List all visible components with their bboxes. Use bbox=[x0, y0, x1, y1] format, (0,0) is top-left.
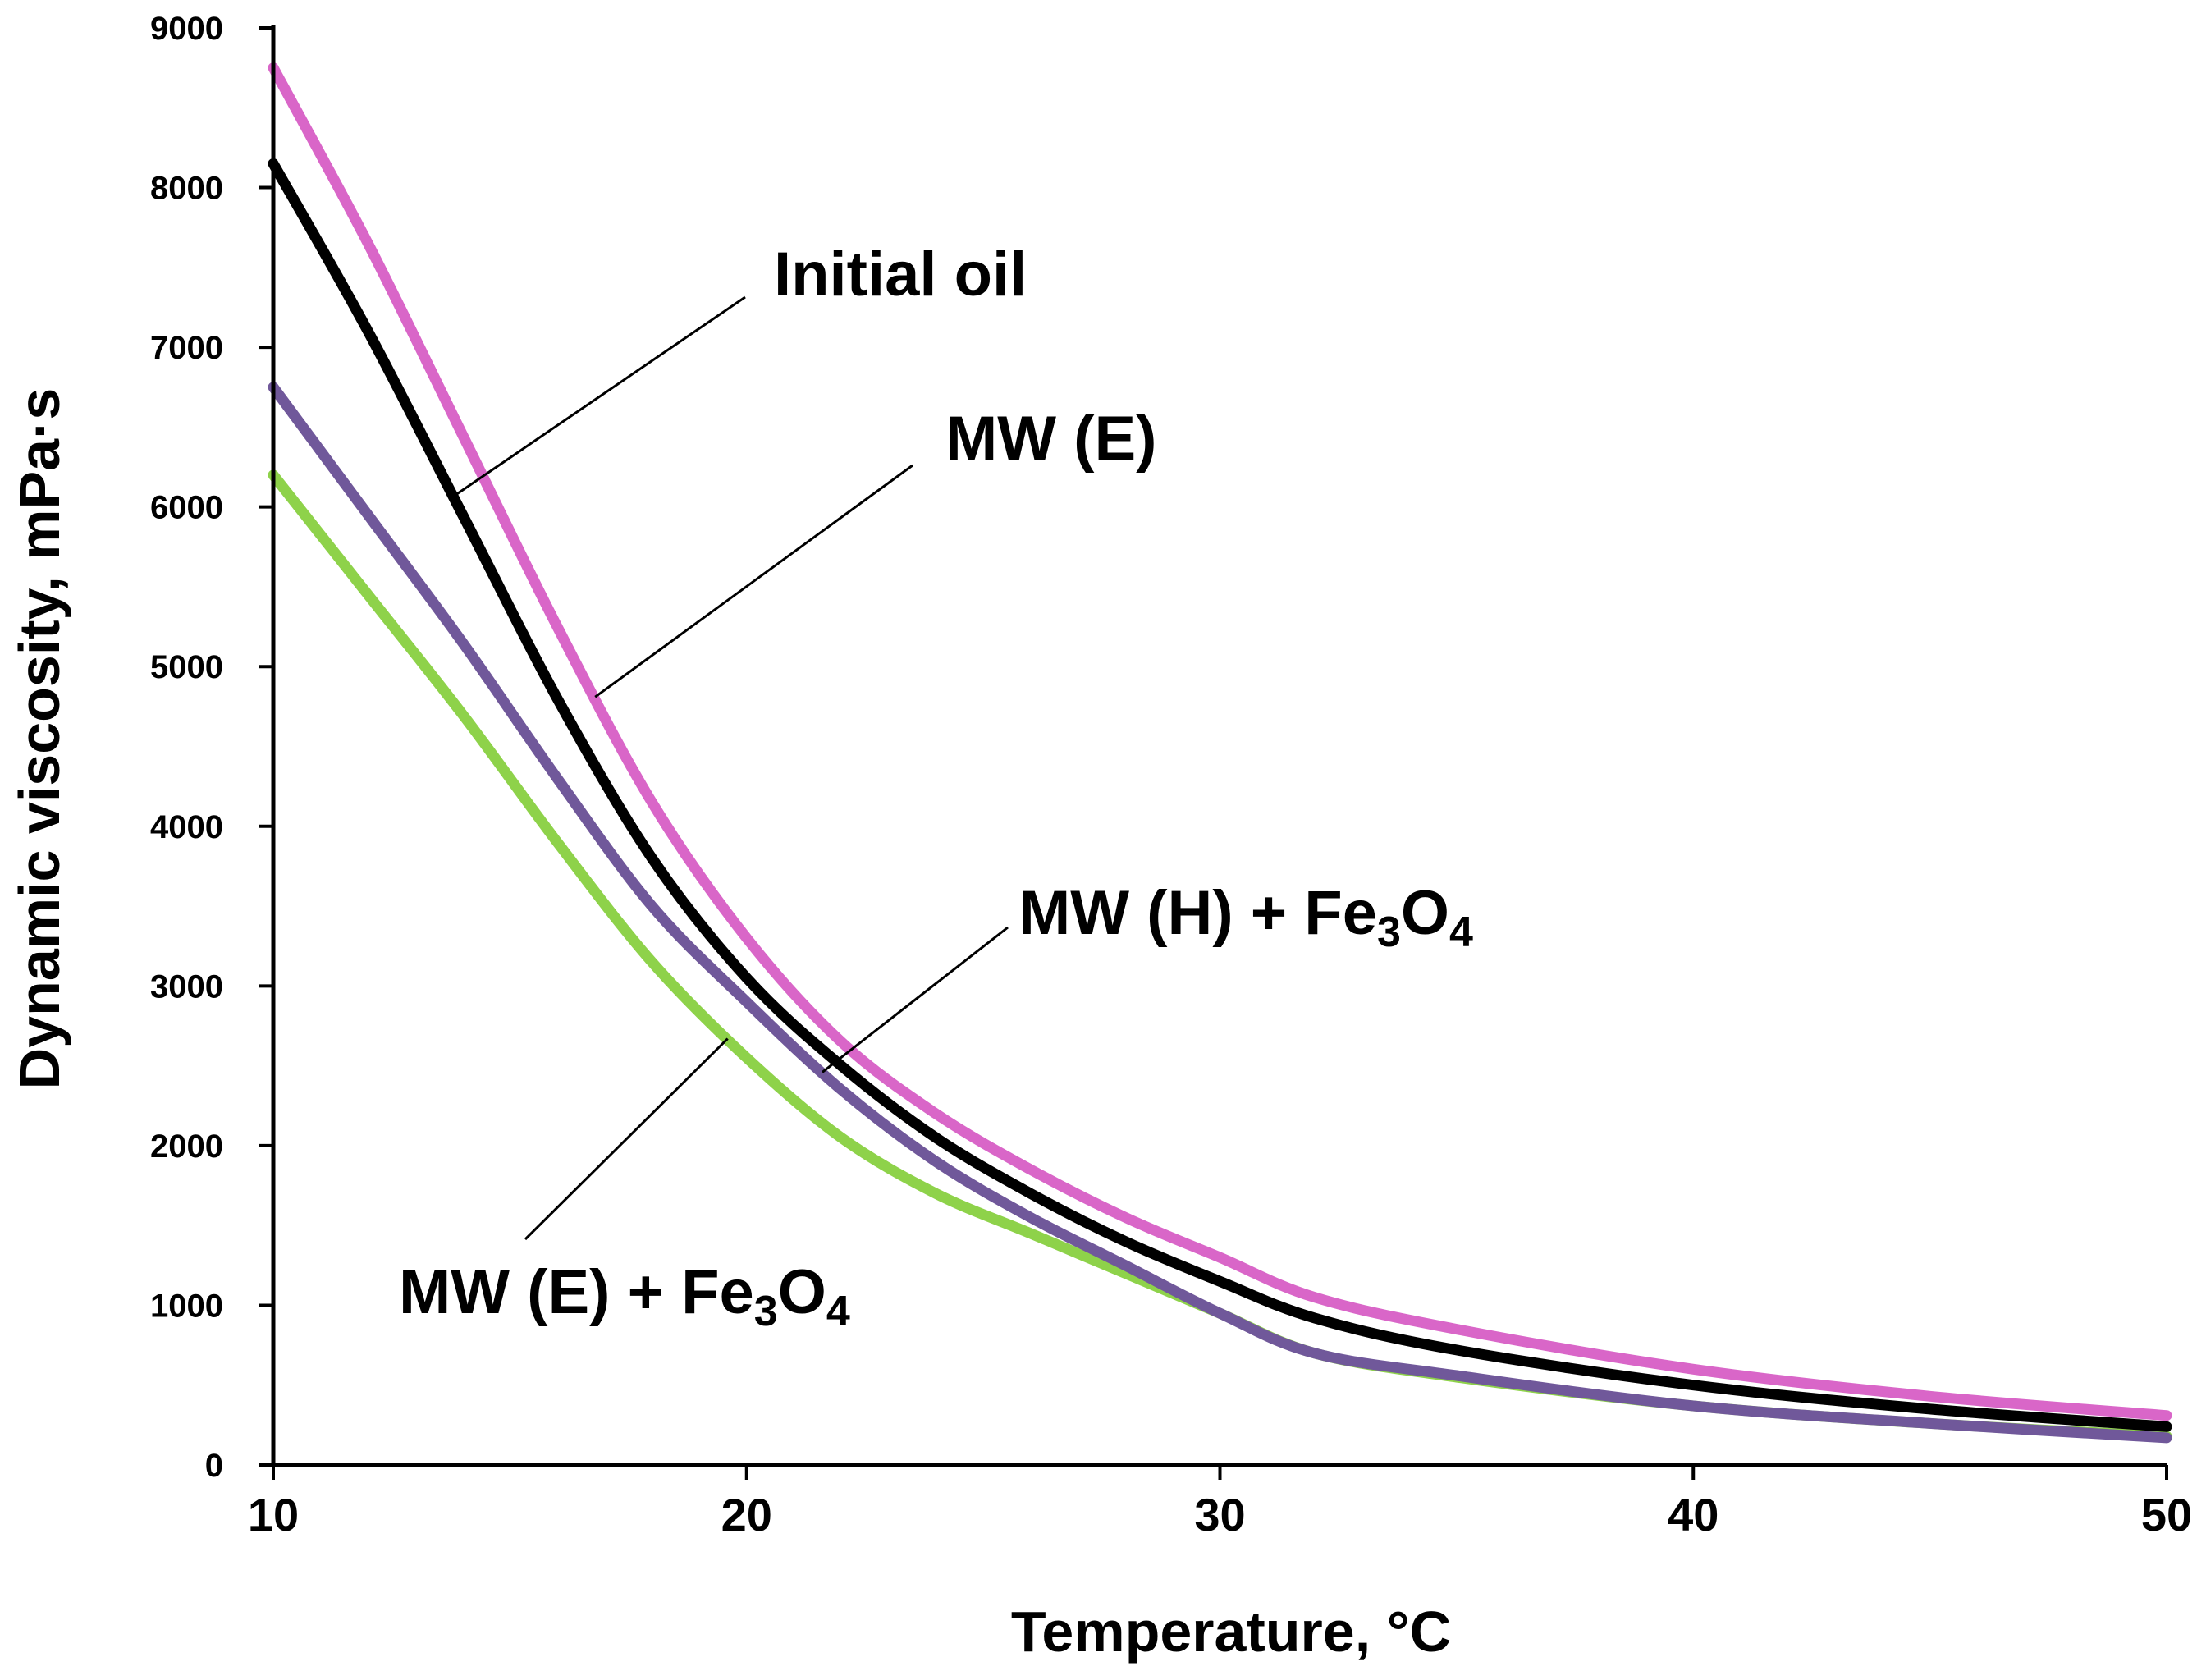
series-line-mw-h-fe3o4 bbox=[268, 382, 2172, 1444]
annotation-label-mw-h-fe3o4: MW (H) + Fe3O4 bbox=[1018, 878, 1473, 956]
y-tick-label: 1000 bbox=[150, 1288, 223, 1324]
annotation-layer: Initial oil MW (E) MW (H) + Fe3O4 MW (E) + … bbox=[399, 240, 1473, 1335]
x-tick-label: 30 bbox=[1194, 1489, 1245, 1540]
annotation-leader-initial-oil bbox=[452, 295, 746, 498]
y-tick-label: 0 bbox=[205, 1448, 223, 1484]
annotation-label-mw-e: MW (E) bbox=[945, 404, 1156, 474]
y-tick-label: 4000 bbox=[150, 809, 223, 845]
annotation-label-mw-e-fe3o4: MW (E) + Fe3O4 bbox=[399, 1257, 850, 1335]
annotation-leader-mw-e bbox=[594, 464, 913, 698]
x-tick-label: 10 bbox=[248, 1489, 299, 1540]
y-tick-label: 5000 bbox=[150, 649, 223, 685]
y-tick-label: 9000 bbox=[150, 11, 223, 47]
x-tick-label: 40 bbox=[1668, 1489, 1719, 1540]
y-axis-title: Dynamic viscosity, mPa·s bbox=[7, 388, 71, 1090]
y-tick-label: 2000 bbox=[150, 1128, 223, 1165]
series-line-mw-e bbox=[268, 62, 2172, 1421]
y-tick-label: 7000 bbox=[150, 330, 223, 366]
annotation-leader-mw-e-fe3o4 bbox=[524, 1037, 729, 1241]
x-tick-label: 20 bbox=[721, 1489, 772, 1540]
x-axis-title: Temperature, °C bbox=[1011, 1600, 1451, 1664]
axes-layer: 0 1000 2000 3000 4000 5000 6000 7000 8000 9000 10 2… bbox=[150, 11, 2192, 1540]
annotation-label-initial-oil: Initial oil bbox=[774, 240, 1027, 309]
series-layer bbox=[268, 62, 2172, 1444]
y-tick-label: 6000 bbox=[150, 490, 223, 526]
annotation-leader-mw-h-fe3o4 bbox=[822, 926, 1009, 1073]
x-tick-label: 50 bbox=[2141, 1489, 2192, 1540]
y-tick-label: 3000 bbox=[150, 968, 223, 1005]
series-line-initial-oil bbox=[268, 158, 2172, 1432]
y-tick-label: 8000 bbox=[150, 171, 223, 207]
